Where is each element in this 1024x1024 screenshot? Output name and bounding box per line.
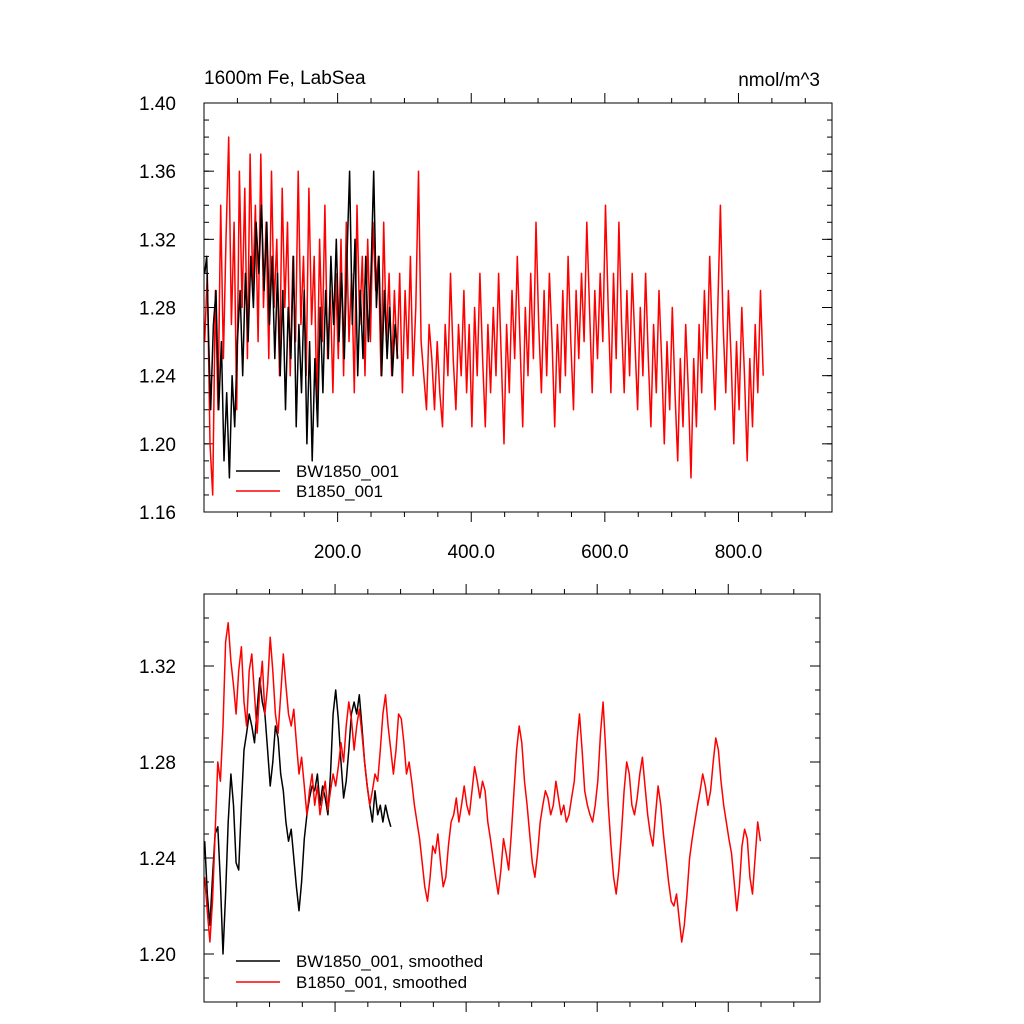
top-panel-legend: BW1850_001 B1850_001 <box>236 462 399 501</box>
legend-label-bw1850: BW1850_001 <box>296 462 399 481</box>
x-tick-label: 800.0 <box>715 542 763 563</box>
y-tick-label: 1.32 <box>139 657 176 678</box>
bottom-panel: 1.32 1.28 1.24 1.20 BW1850_001, smoothed B1… <box>139 584 821 1012</box>
y-tick-label: 1.20 <box>139 945 176 966</box>
legend-label-b1850-smoothed: B1850_001, smoothed <box>296 973 467 992</box>
series-line-b1850 <box>203 136 764 496</box>
y-tick-label: 1.40 <box>139 94 176 115</box>
top-panel-title: 1600m Fe, LabSea <box>204 68 366 89</box>
bottom-panel-tick-labels: 1.32 1.28 1.24 1.20 <box>139 657 176 966</box>
series-line-bw1850 <box>203 170 399 479</box>
top-panel-series <box>203 136 764 496</box>
bottom-panel-legend: BW1850_001, smoothed B1850_001, smoothed <box>236 952 483 992</box>
top-panel-frame <box>203 102 833 513</box>
x-tick-label: 200.0 <box>314 542 362 563</box>
bottom-panel-series <box>203 622 762 955</box>
top-panel-units: nmol/m^3 <box>738 70 820 91</box>
y-tick-label: 1.28 <box>139 299 176 320</box>
y-tick-label: 1.36 <box>139 162 176 183</box>
series-line-b1850 <box>203 622 762 943</box>
x-tick-label: 600.0 <box>581 542 629 563</box>
y-tick-label: 1.24 <box>139 367 176 388</box>
legend-label-b1850: B1850_001 <box>296 482 383 501</box>
y-tick-label: 1.24 <box>139 849 176 870</box>
y-tick-label: 1.16 <box>139 503 176 524</box>
top-panel: 1600m Fe, LabSea nmol/m^3 1.401.361.321.… <box>139 68 833 563</box>
y-tick-label: 1.28 <box>139 753 176 774</box>
top-panel-tick-labels: 1.40 1.36 1.32 1.28 1.24 1.20 1.16 200.0 400.0 60… <box>139 94 762 563</box>
legend-label-bw1850-smoothed: BW1850_001, smoothed <box>296 952 483 971</box>
y-tick-label: 1.20 <box>139 435 176 456</box>
series-line-bw1850 <box>203 677 392 955</box>
y-tick-label: 1.32 <box>139 230 176 251</box>
bottom-panel-frame <box>203 593 821 1003</box>
x-tick-label: 400.0 <box>447 542 495 563</box>
